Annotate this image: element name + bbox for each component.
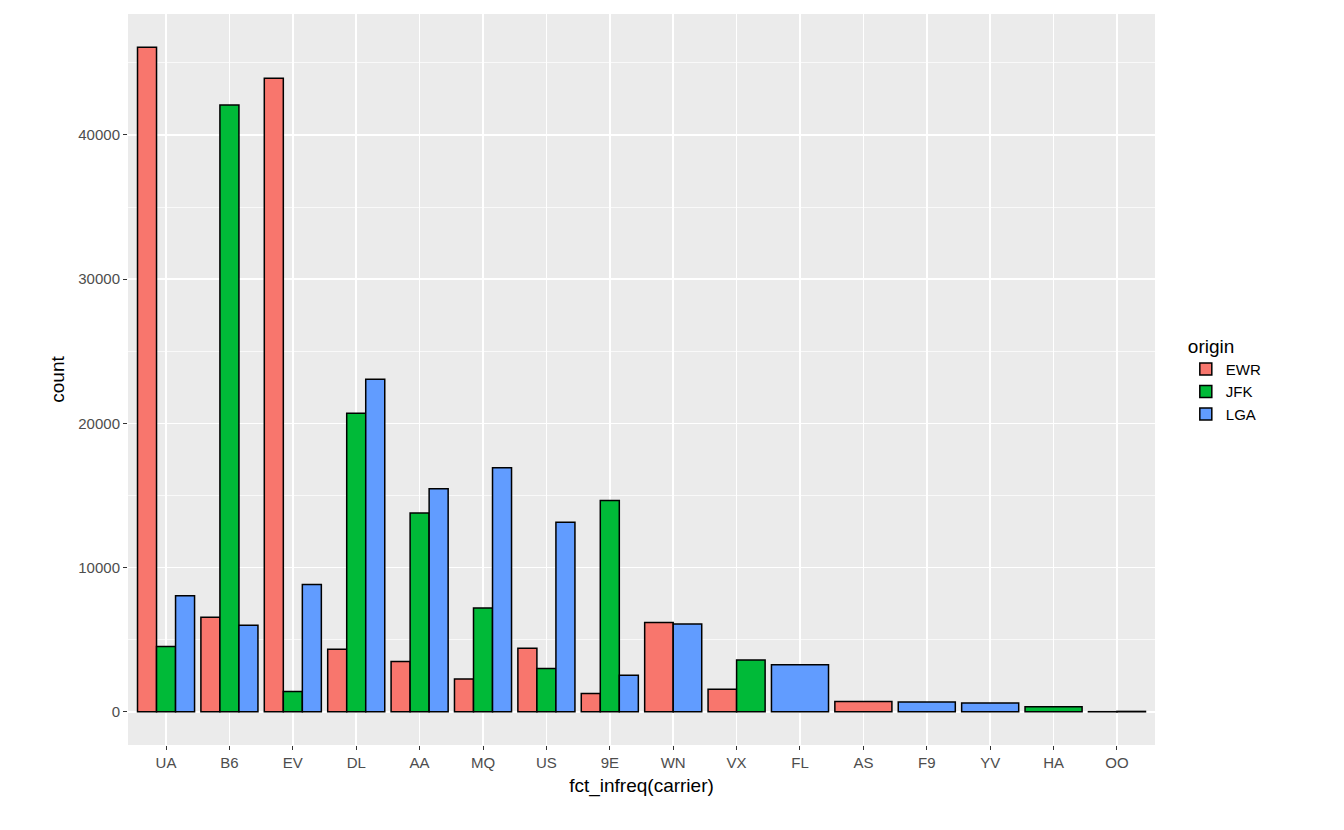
svg-text:EWR: EWR bbox=[1226, 361, 1261, 378]
svg-text:40000: 40000 bbox=[78, 126, 120, 143]
svg-text:20000: 20000 bbox=[78, 415, 120, 432]
svg-text:JFK: JFK bbox=[1226, 383, 1253, 400]
svg-text:B6: B6 bbox=[220, 754, 238, 771]
svg-text:0: 0 bbox=[112, 703, 120, 720]
svg-text:FL: FL bbox=[791, 754, 809, 771]
svg-text:YV: YV bbox=[980, 754, 1000, 771]
svg-text:UA: UA bbox=[156, 754, 177, 771]
svg-text:EV: EV bbox=[283, 754, 303, 771]
svg-text:MQ: MQ bbox=[471, 754, 495, 771]
svg-text:WN: WN bbox=[661, 754, 686, 771]
svg-text:F9: F9 bbox=[918, 754, 936, 771]
svg-text:fct_infreq(carrier): fct_infreq(carrier) bbox=[569, 775, 714, 797]
svg-text:origin: origin bbox=[1188, 336, 1234, 357]
svg-text:LGA: LGA bbox=[1226, 406, 1256, 423]
svg-text:10000: 10000 bbox=[78, 559, 120, 576]
svg-text:count: count bbox=[47, 356, 68, 403]
svg-text:HA: HA bbox=[1043, 754, 1064, 771]
svg-text:AS: AS bbox=[853, 754, 873, 771]
svg-text:OO: OO bbox=[1105, 754, 1128, 771]
svg-text:9E: 9E bbox=[601, 754, 619, 771]
svg-text:DL: DL bbox=[347, 754, 366, 771]
svg-text:AA: AA bbox=[410, 754, 430, 771]
svg-text:30000: 30000 bbox=[78, 270, 120, 287]
svg-text:US: US bbox=[536, 754, 557, 771]
svg-text:VX: VX bbox=[727, 754, 747, 771]
